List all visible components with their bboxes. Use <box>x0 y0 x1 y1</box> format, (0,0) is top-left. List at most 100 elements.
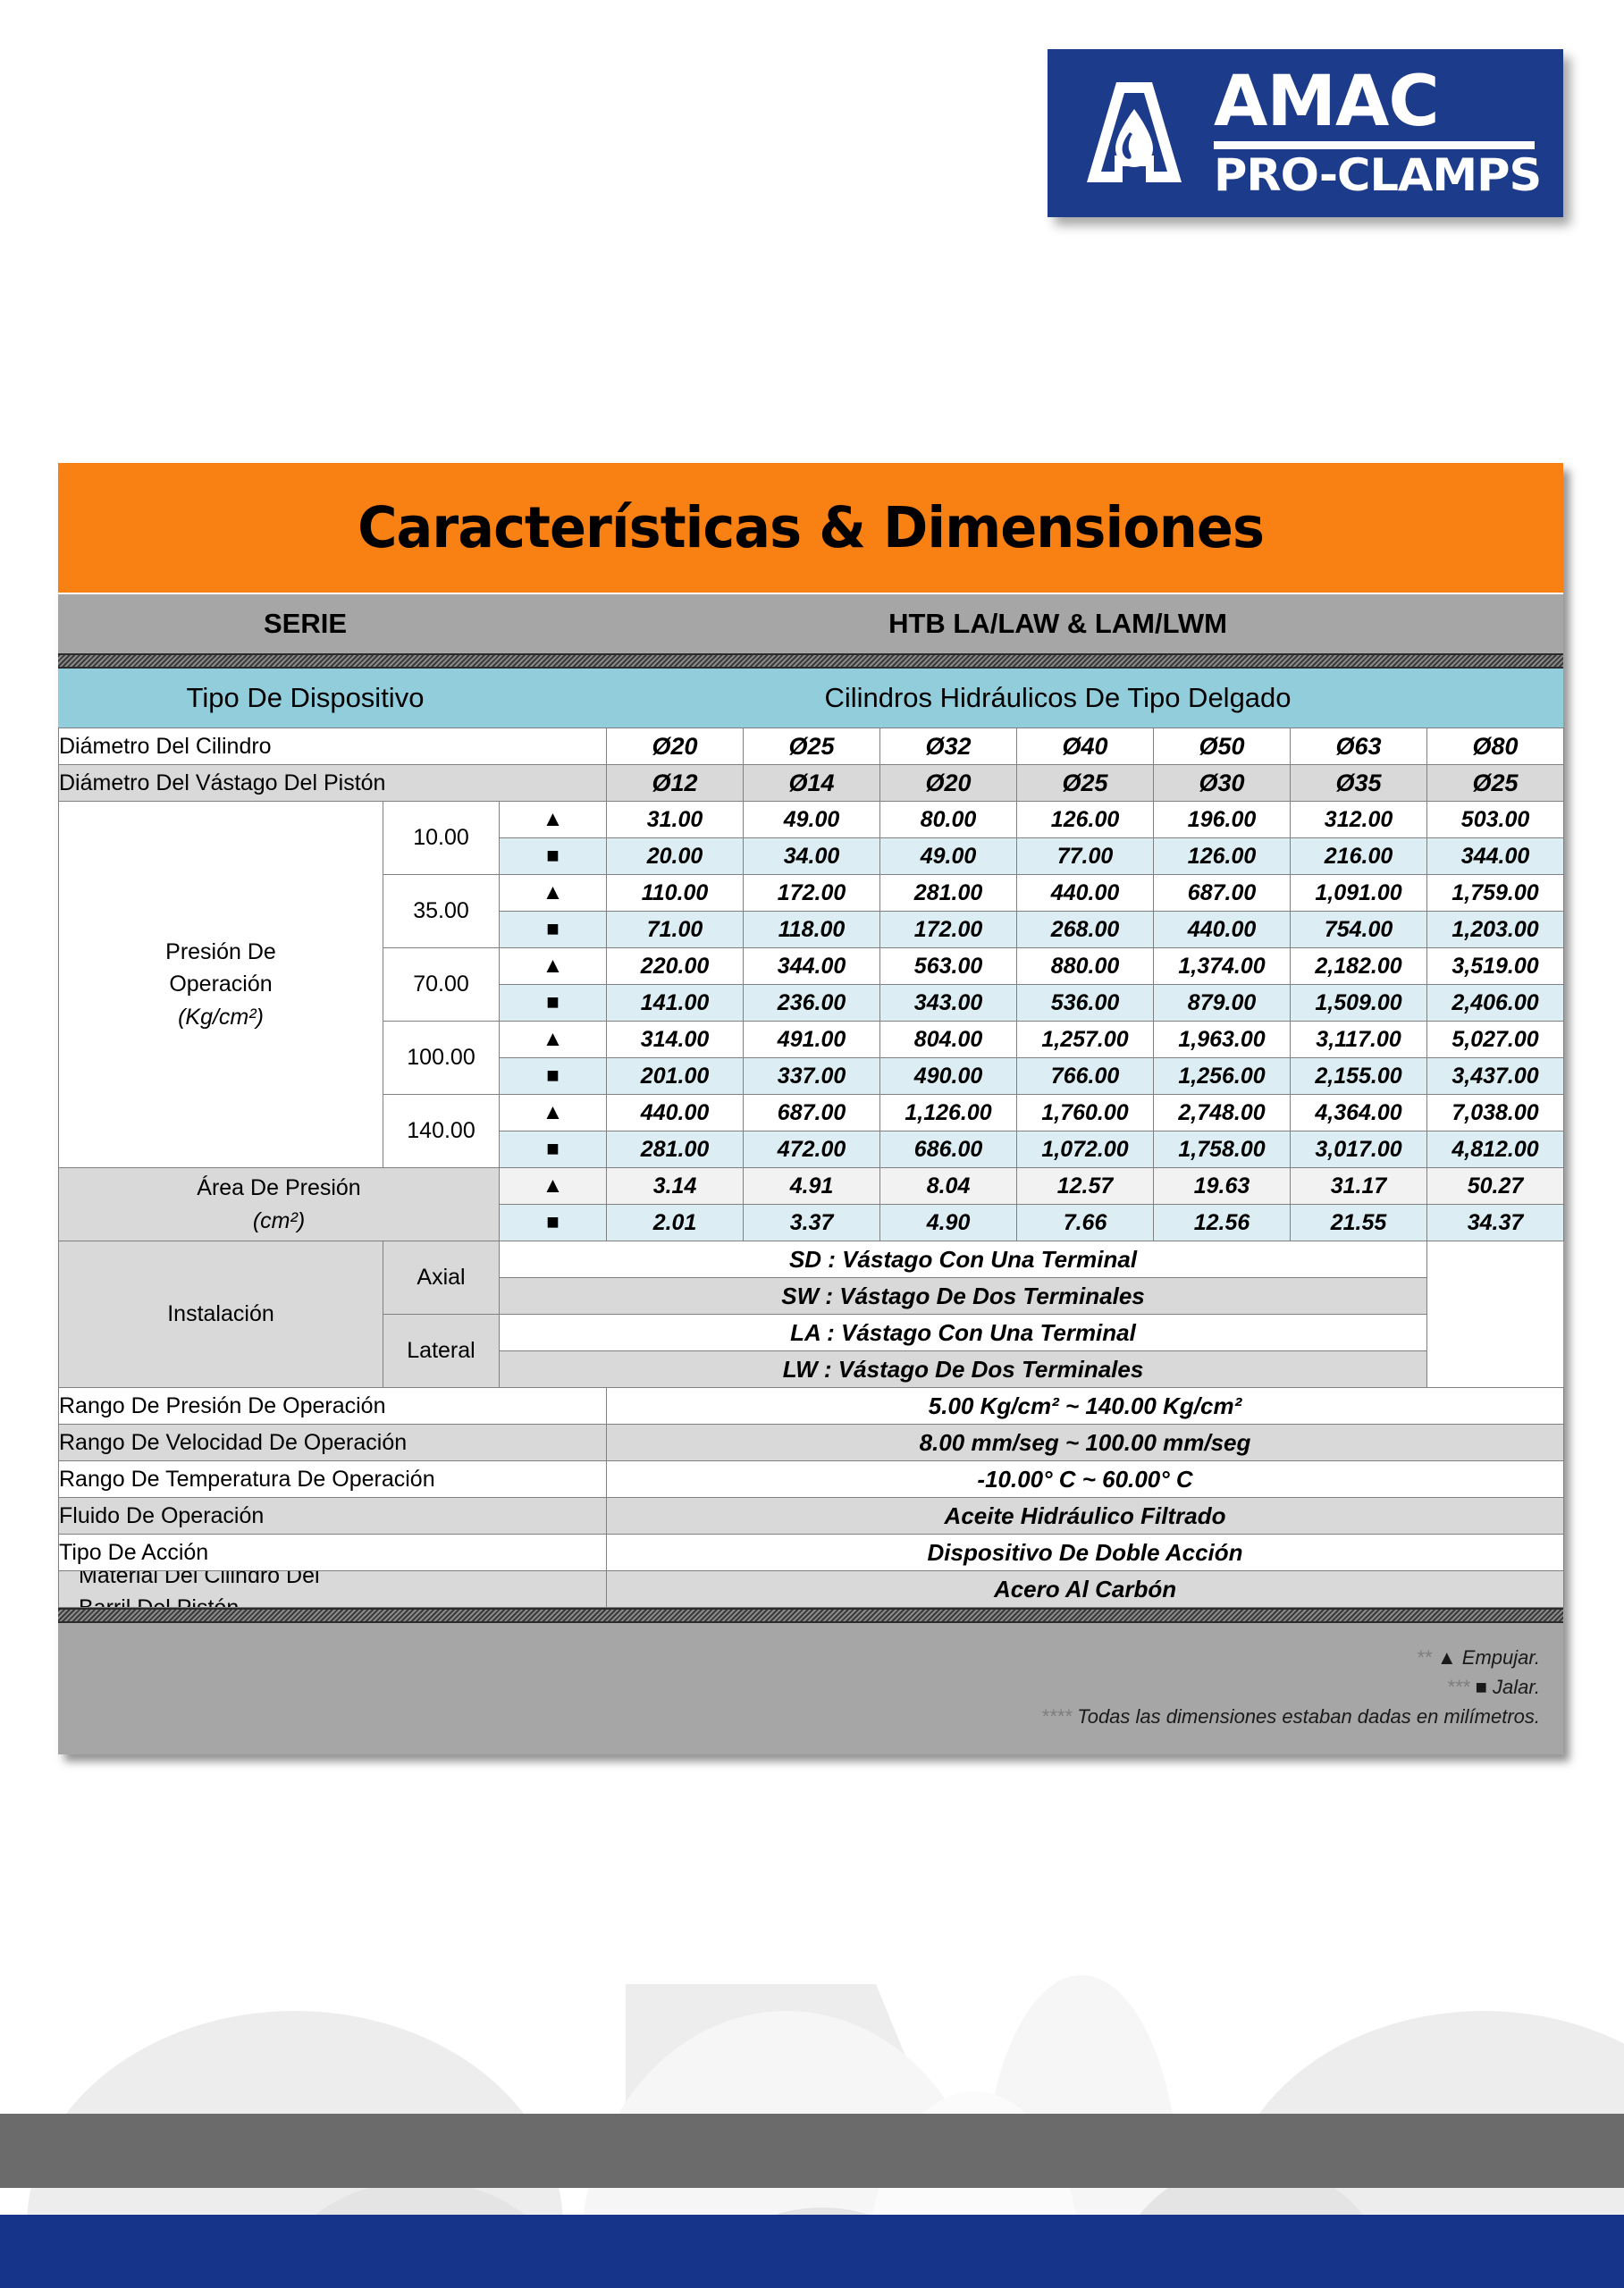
table-row: Rango De Velocidad De Operación 8.00 mm/… <box>57 1424 1565 1461</box>
installation-label: Instalación <box>58 1241 383 1388</box>
table-cell: 2,748.00 <box>1153 1094 1292 1131</box>
spec-value: 5.00 Kg/cm² ~ 140.00 Kg/cm² <box>606 1387 1565 1425</box>
device-type-row: Tipo De Dispositivo Cilindros Hidráulico… <box>58 669 1563 728</box>
table-cell: 344.00 <box>1426 837 1565 875</box>
table-cell: Ø35 <box>1290 764 1428 802</box>
table-cell: 3.14 <box>606 1167 745 1205</box>
table-cell: Ø25 <box>1016 764 1155 802</box>
triangle-icon: ▲ <box>1436 1646 1457 1669</box>
table-cell: 503.00 <box>1426 801 1565 838</box>
table-cell: 236.00 <box>743 984 881 1022</box>
table-cell: 343.00 <box>879 984 1018 1022</box>
table-cell: 4,812.00 <box>1426 1131 1565 1168</box>
table-cell: Ø20 <box>606 728 745 765</box>
logo-box: AMAC PRO-CLAMPS <box>1048 49 1563 217</box>
table-row: ■ 201.00 337.00 490.00 766.00 1,256.00 2,155.… <box>59 1057 1565 1095</box>
footer-gray-band <box>0 2114 1624 2188</box>
pressure-area-label: Área De Presión (cm²) <box>58 1167 500 1241</box>
table-cell: 337.00 <box>743 1057 881 1095</box>
table-cell: 20.00 <box>606 837 745 875</box>
table-row: LW : Vástago De Dos Terminales <box>59 1350 1564 1388</box>
table-cell: 2,155.00 <box>1290 1057 1428 1095</box>
table-row: 70.00 ▲ 220.00 344.00 563.00 880.00 1,374.00… <box>59 947 1565 1022</box>
table-row: Área De Presión (cm²) ▲ 3.14 4.91 8.04 12.57… <box>58 1167 1565 1241</box>
pressure-level: 10.00 <box>383 801 500 875</box>
table-cell: 686.00 <box>879 1131 1018 1168</box>
push-symbol-icon: ▲ <box>498 874 608 912</box>
table-cell: 880.00 <box>1016 947 1155 985</box>
table-cell: 1,256.00 <box>1153 1057 1292 1095</box>
table-cell: 2,182.00 <box>1290 947 1428 985</box>
table-cell: Ø63 <box>1290 728 1428 765</box>
row-label: Rango De Temperatura De Operación <box>57 1460 608 1498</box>
table-cell: 49.00 <box>743 801 881 838</box>
pull-symbol-icon: ■ <box>498 911 608 948</box>
row-label: Tipo De Acción <box>57 1534 608 1571</box>
table-cell: 1,257.00 <box>1016 1021 1155 1058</box>
table-cell: 31.17 <box>1290 1167 1428 1205</box>
table-cell: 281.00 <box>879 874 1018 912</box>
table-cell: 31.00 <box>606 801 745 838</box>
section-divider-top <box>58 653 1563 669</box>
logo-divider-rule <box>1214 141 1535 150</box>
table-row: Presión De Operación (Kg/cm²) 10.00 ▲ 31.0… <box>58 801 1565 1168</box>
table-row: Rango De Temperatura De Operación -10.00… <box>57 1460 1565 1498</box>
table-cell: 216.00 <box>1290 837 1428 875</box>
table-cell: 1,759.00 <box>1426 874 1565 912</box>
table-cell: 49.00 <box>879 837 1018 875</box>
table-row: ■ 20.00 34.00 49.00 77.00 126.00 216.00 344.00 <box>59 837 1565 875</box>
table-cell: 126.00 <box>1153 837 1292 875</box>
table-cell: 3,017.00 <box>1290 1131 1428 1168</box>
table-cell: 12.57 <box>1016 1167 1155 1205</box>
table-cell: 7.66 <box>1016 1204 1155 1241</box>
table-cell: 1,758.00 <box>1153 1131 1292 1168</box>
table-cell: Ø80 <box>1426 728 1565 765</box>
table-row: ■ 141.00 236.00 343.00 536.00 879.00 1,509.00… <box>59 984 1565 1022</box>
footnote-push-text: Empujar. <box>1461 1646 1540 1669</box>
footnotes-area: ** ▲ Empujar. *** ■ Jalar. **** Todas la… <box>58 1623 1563 1754</box>
footnote-push-marks: ** <box>1416 1646 1432 1669</box>
table-cell: 563.00 <box>879 947 1018 985</box>
table-cell: 440.00 <box>1153 911 1292 948</box>
logo-tagline-text: PRO-CLAMPS <box>1214 149 1542 202</box>
row-label: Diámetro Del Cilindro <box>57 728 608 765</box>
device-type-value: Cilindros Hidráulicos De Tipo Delgado <box>824 682 1292 713</box>
installation-option: SD : Vástago Con Una Terminal <box>498 1241 1428 1278</box>
table-cell: 491.00 <box>743 1021 881 1058</box>
table-cell: 490.00 <box>879 1057 1018 1095</box>
table-cell: 172.00 <box>743 874 881 912</box>
table-cell: 220.00 <box>606 947 745 985</box>
table-cell: 3,519.00 <box>1426 947 1565 985</box>
row-label: Material Del Cilindro Del Barril Del Pis… <box>57 1570 608 1608</box>
table-cell: 19.63 <box>1153 1167 1292 1205</box>
table-row: Instalación Axial SD : Vástago Con Una Te… <box>58 1241 1564 1388</box>
pressure-level: 100.00 <box>383 1021 500 1095</box>
table-cell: 2.01 <box>606 1204 745 1241</box>
row-label: Fluido De Operación <box>57 1497 608 1535</box>
pull-symbol-icon: ■ <box>498 1131 608 1168</box>
spec-value: Aceite Hidráulico Filtrado <box>606 1497 1565 1535</box>
table-cell: 754.00 <box>1290 911 1428 948</box>
table-cell: Ø14 <box>743 764 881 802</box>
footnote-pull-marks: *** <box>1446 1676 1470 1698</box>
spec-value: 8.00 mm/seg ~ 100.00 mm/seg <box>606 1424 1565 1461</box>
table-cell: 80.00 <box>879 801 1018 838</box>
push-symbol-icon: ▲ <box>498 947 608 985</box>
table-row: Fluido De Operación Aceite Hidráulico Fi… <box>57 1497 1565 1535</box>
table-cell: 118.00 <box>743 911 881 948</box>
brand-logo: AMAC PRO-CLAMPS <box>1048 49 1570 225</box>
installation-option: SW : Vástago De Dos Terminales <box>498 1277 1428 1315</box>
pull-symbol-icon: ■ <box>498 1204 608 1241</box>
spec-value: -10.00° C ~ 60.00° C <box>606 1460 1565 1498</box>
table-cell: 281.00 <box>606 1131 745 1168</box>
installation-lateral-label: Lateral <box>383 1314 500 1388</box>
spec-sheet-card: Características & Dimensiones SERIE HTB … <box>57 463 1565 1754</box>
push-symbol-icon: ▲ <box>498 1094 608 1131</box>
installation-option: LW : Vástago De Dos Terminales <box>498 1350 1428 1388</box>
footnote-units: **** Todas las dimensiones estaban dadas… <box>58 1702 1540 1731</box>
serie-row: SERIE HTB LA/LAW & LAM/LWM <box>58 593 1563 653</box>
table-cell: 34.37 <box>1426 1204 1565 1241</box>
table-row: ■ 71.00 118.00 172.00 268.00 440.00 754.00 1,2… <box>59 911 1565 948</box>
footnote-units-text: Todas las dimensiones estaban dadas en m… <box>1077 1705 1540 1728</box>
title-banner: Características & Dimensiones <box>58 463 1563 593</box>
